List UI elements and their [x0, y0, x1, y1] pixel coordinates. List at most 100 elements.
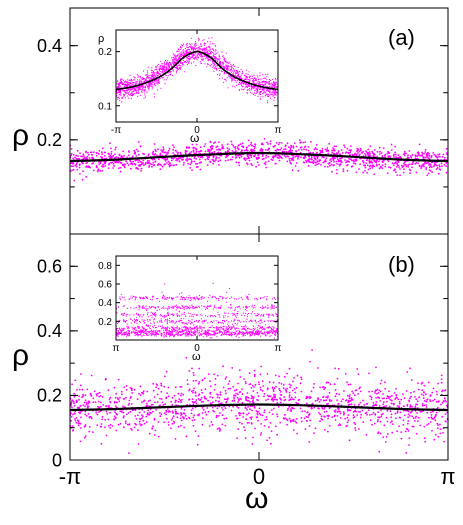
scatter-point [350, 145, 352, 147]
scatter-point [336, 173, 338, 175]
scatter-point [93, 151, 95, 153]
scatter-point [445, 389, 447, 391]
scatter-point [196, 163, 198, 165]
scatter-point [441, 416, 443, 418]
scatter-point [436, 391, 438, 393]
scatter-point [349, 394, 351, 396]
scatter-point [241, 85, 242, 86]
scatter-point [187, 61, 188, 62]
scatter-point [266, 416, 268, 418]
scatter-point [140, 170, 142, 172]
scatter-point [219, 70, 220, 71]
scatter-point [91, 375, 93, 377]
scatter-point [214, 315, 215, 316]
scatter-point [265, 81, 266, 82]
scatter-point [152, 74, 153, 75]
scatter-point [446, 172, 448, 174]
scatter-point [292, 398, 294, 400]
scatter-point [114, 149, 116, 151]
scatter-point [369, 151, 371, 153]
scatter-point [121, 393, 123, 395]
scatter-point [259, 89, 260, 90]
scatter-point [142, 327, 143, 328]
scatter-point [327, 395, 329, 397]
scatter-point [278, 144, 280, 146]
scatter-point [300, 408, 302, 410]
scatter-point [283, 399, 285, 401]
scatter-point [145, 89, 146, 90]
scatter-point [256, 410, 258, 412]
scatter-point [383, 147, 385, 149]
scatter-point [424, 441, 426, 443]
scatter-point [188, 47, 189, 48]
scatter-point [292, 156, 294, 158]
panel-b-x-label: ω [245, 482, 268, 515]
scatter-point [190, 151, 192, 153]
scatter-point [165, 397, 167, 399]
scatter-point [120, 167, 122, 169]
x-tick-label: -π [111, 125, 121, 136]
scatter-point [275, 163, 277, 165]
scatter-point [198, 413, 200, 415]
scatter-point [406, 405, 408, 407]
scatter-point [340, 424, 342, 426]
scatter-point [246, 162, 248, 164]
scatter-point [153, 164, 155, 166]
scatter-point [226, 66, 227, 67]
scatter-point [294, 392, 296, 394]
scatter-point [120, 93, 121, 94]
scatter-point [160, 391, 162, 393]
scatter-point [270, 92, 271, 93]
scatter-point [296, 422, 298, 424]
scatter-point [407, 420, 409, 422]
scatter-point [176, 71, 177, 72]
scatter-point [160, 88, 161, 89]
scatter-point [356, 148, 358, 150]
scatter-point [273, 100, 274, 101]
scatter-point [186, 157, 188, 159]
scatter-point [369, 155, 371, 157]
scatter-point [136, 149, 138, 151]
scatter-point [355, 171, 357, 173]
scatter-point [80, 155, 82, 157]
scatter-point [262, 415, 264, 417]
scatter-point [253, 82, 254, 83]
scatter-point [260, 374, 262, 376]
scatter-point [200, 156, 202, 158]
scatter-point [421, 152, 423, 154]
scatter-point [205, 43, 206, 44]
scatter-point [137, 74, 138, 75]
scatter-point [100, 162, 102, 164]
scatter-point [394, 163, 396, 165]
scatter-point [71, 402, 73, 404]
scatter-point [157, 148, 159, 150]
scatter-point [150, 84, 151, 85]
scatter-point [270, 80, 271, 81]
scatter-point [433, 439, 435, 441]
scatter-point [396, 163, 398, 165]
scatter-point [260, 96, 261, 97]
scatter-point [140, 77, 141, 78]
scatter-point [269, 437, 271, 439]
scatter-point [445, 401, 447, 403]
scatter-point [91, 418, 93, 420]
scatter-point [127, 79, 128, 80]
scatter-point [297, 156, 299, 158]
scatter-point [189, 43, 190, 44]
scatter-point [225, 160, 227, 162]
scatter-point [105, 379, 107, 381]
scatter-point [340, 413, 342, 415]
scatter-point [242, 86, 243, 87]
scatter-point [227, 68, 228, 69]
scatter-point [278, 149, 280, 151]
scatter-point [202, 50, 203, 51]
scatter-point [291, 397, 293, 399]
scatter-point [246, 414, 248, 416]
scatter-point [246, 79, 247, 80]
scatter-point [246, 76, 247, 77]
scatter-point [80, 373, 82, 375]
scatter-point [441, 163, 443, 165]
scatter-point [198, 38, 199, 39]
scatter-point [134, 89, 135, 90]
scatter-point [213, 161, 215, 163]
